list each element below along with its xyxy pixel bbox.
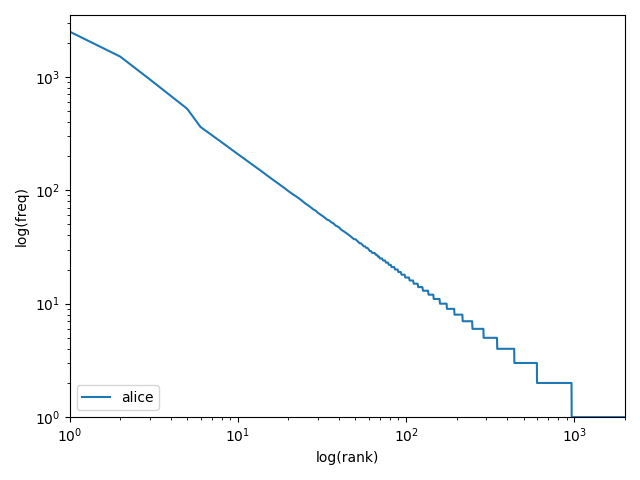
Line: alice: alice xyxy=(70,32,625,417)
alice xyxy=(568,414,575,420)
alice xyxy=(604,414,611,420)
alice xyxy=(621,414,629,420)
alice xyxy=(619,414,627,420)
alice xyxy=(619,414,627,420)
alice xyxy=(568,414,576,420)
alice xyxy=(66,29,74,35)
X-axis label: log(rank): log(rank) xyxy=(316,451,379,465)
Legend: alice: alice xyxy=(77,385,159,410)
alice xyxy=(564,380,572,386)
alice xyxy=(404,275,412,280)
Y-axis label: log(freq): log(freq) xyxy=(15,186,29,246)
